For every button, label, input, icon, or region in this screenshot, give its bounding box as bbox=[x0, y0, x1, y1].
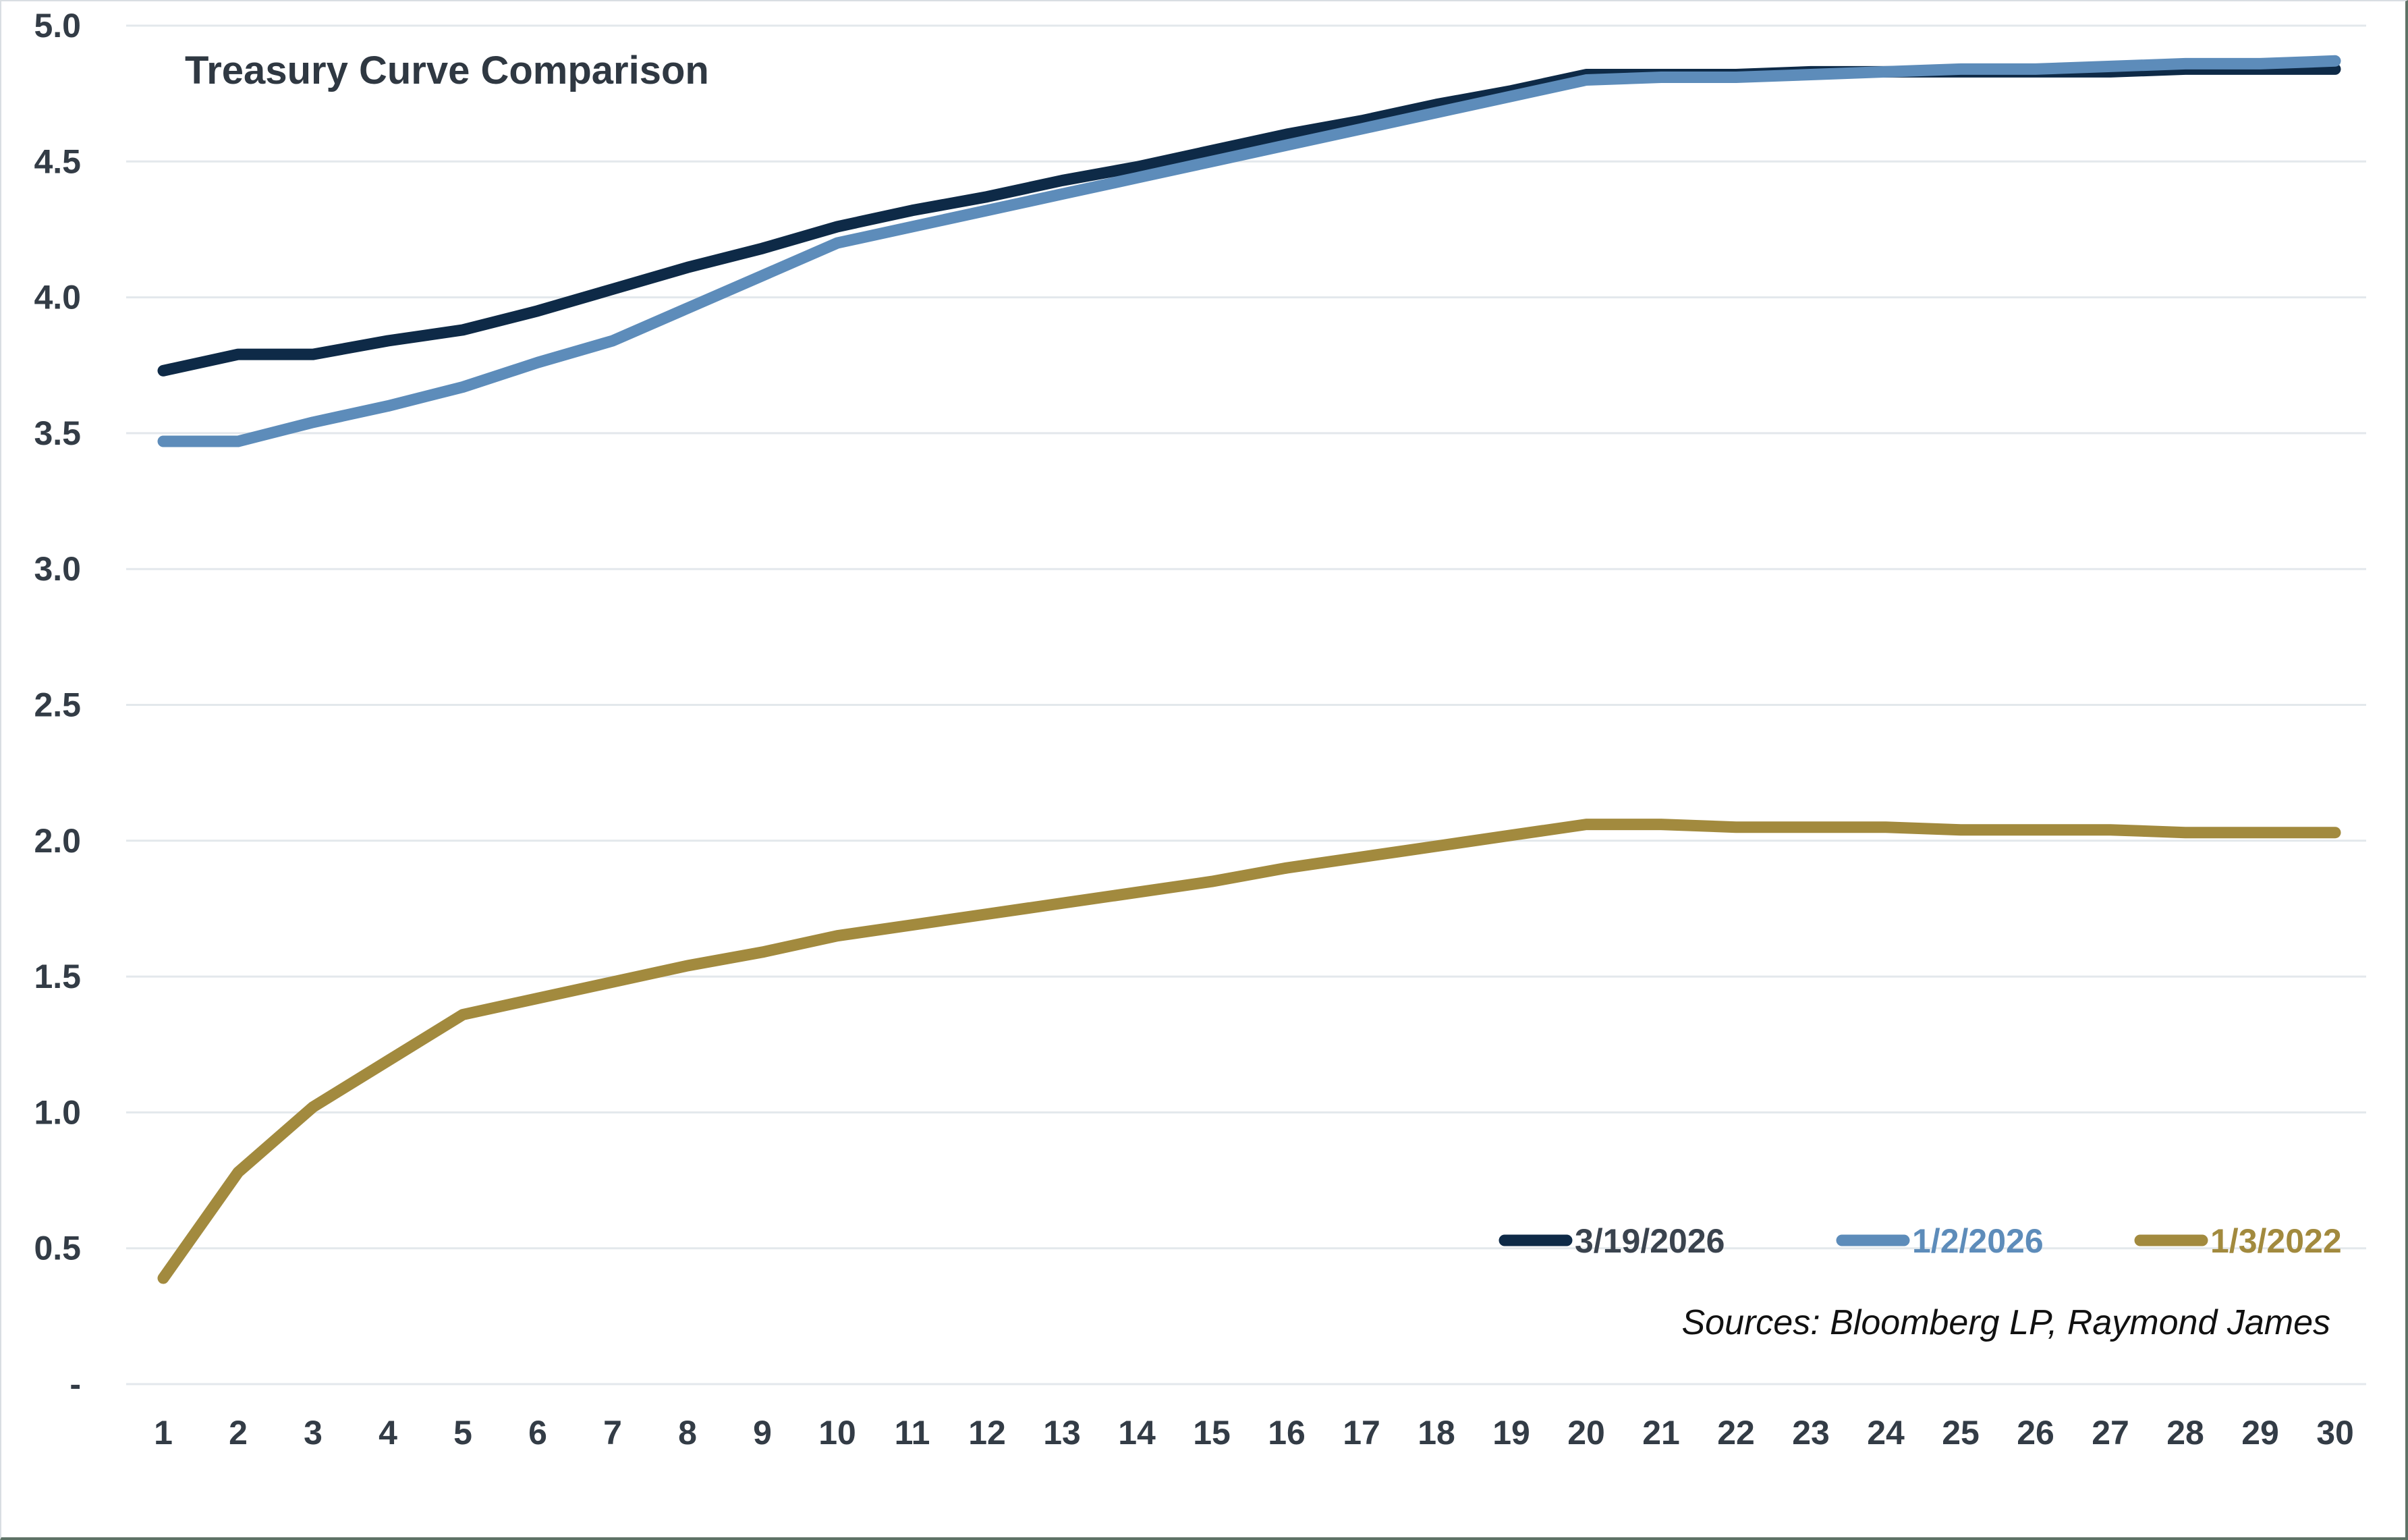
y-tick-label: 4.0 bbox=[34, 279, 81, 317]
x-tick-label: 11 bbox=[895, 1414, 930, 1452]
x-tick-label: 10 bbox=[818, 1414, 856, 1452]
y-tick-label: 3.0 bbox=[34, 550, 81, 588]
x-tick-label: 27 bbox=[2092, 1414, 2129, 1452]
x-tick-label: 19 bbox=[1492, 1414, 1530, 1452]
series-line-3-19-2026 bbox=[157, 63, 2341, 377]
y-tick-label: 2.0 bbox=[34, 822, 81, 860]
x-tick-label: 29 bbox=[2241, 1414, 2279, 1452]
x-axis-tick-labels: 1 2 3 4 5 6 7 8 9 10 11 12 13 14 15 16 17 18 19 20 21 22 23 24 2… bbox=[154, 1414, 2354, 1452]
legend-item-1-2-2026: 1/2/2026 bbox=[1836, 1222, 2044, 1260]
x-tick-label: 15 bbox=[1193, 1414, 1231, 1452]
x-tick-label: 2 bbox=[229, 1414, 248, 1452]
x-tick-label: 1 bbox=[154, 1414, 173, 1452]
x-tick-label: 14 bbox=[1118, 1414, 1156, 1452]
series-line-1-2-2026 bbox=[157, 55, 2341, 447]
x-tick-label: 26 bbox=[2017, 1414, 2054, 1452]
series-line-1-3-2022 bbox=[157, 819, 2341, 1284]
x-tick-label: 20 bbox=[1567, 1414, 1605, 1452]
legend-label-3-19-2026: 3/19/2026 bbox=[1575, 1222, 1725, 1260]
x-tick-label: 3 bbox=[304, 1414, 323, 1452]
x-tick-label: 5 bbox=[453, 1414, 472, 1452]
series-lines bbox=[157, 55, 2341, 1284]
x-tick-label: 17 bbox=[1343, 1414, 1380, 1452]
legend-label-1-3-2022: 1/3/2022 bbox=[2210, 1222, 2342, 1260]
y-tick-label: 0.5 bbox=[34, 1230, 81, 1267]
chart-title: Treasury Curve Comparison bbox=[185, 49, 709, 92]
x-tick-label: 22 bbox=[1717, 1414, 1755, 1452]
y-tick-label: 1.5 bbox=[34, 958, 81, 995]
legend-label-1-2-2026: 1/2/2026 bbox=[1912, 1222, 2044, 1260]
x-tick-label: 8 bbox=[678, 1414, 697, 1452]
y-tick-label: 4.5 bbox=[34, 142, 81, 180]
legend: 3/19/2026 1/2/2026 1/3/2022 bbox=[1499, 1222, 2342, 1260]
y-tick-label: 1.0 bbox=[34, 1093, 81, 1131]
legend-item-1-3-2022: 1/3/2022 bbox=[2134, 1222, 2342, 1260]
x-tick-label: 28 bbox=[2166, 1414, 2204, 1452]
legend-item-3-19-2026: 3/19/2026 bbox=[1499, 1222, 1725, 1260]
gridlines bbox=[126, 24, 2366, 1385]
x-tick-label: 4 bbox=[379, 1414, 397, 1452]
x-tick-label: 9 bbox=[753, 1414, 772, 1452]
x-tick-label: 23 bbox=[1792, 1414, 1830, 1452]
y-tick-label: 2.5 bbox=[34, 686, 81, 724]
x-tick-label: 25 bbox=[1942, 1414, 1980, 1452]
y-axis-tick-labels: 5.0 4.5 4.0 3.5 3.0 2.5 2.0 1.5 1.0 0.5 - bbox=[34, 7, 81, 1403]
x-tick-label: 16 bbox=[1268, 1414, 1306, 1452]
source-note: Sources: Bloomberg LP, Raymond James bbox=[1681, 1303, 2330, 1342]
x-tick-label: 21 bbox=[1642, 1414, 1680, 1452]
x-tick-label: 13 bbox=[1043, 1414, 1081, 1452]
x-tick-label: 18 bbox=[1418, 1414, 1455, 1452]
y-tick-label: 5.0 bbox=[34, 7, 81, 45]
y-tick-label: 3.5 bbox=[34, 414, 81, 452]
x-tick-label: 7 bbox=[603, 1414, 622, 1452]
x-tick-label: 12 bbox=[968, 1414, 1006, 1452]
x-tick-label: 30 bbox=[2316, 1414, 2354, 1452]
x-tick-label: 6 bbox=[528, 1414, 547, 1452]
x-tick-label: 24 bbox=[1867, 1414, 1905, 1452]
y-tick-label: - bbox=[69, 1365, 81, 1403]
